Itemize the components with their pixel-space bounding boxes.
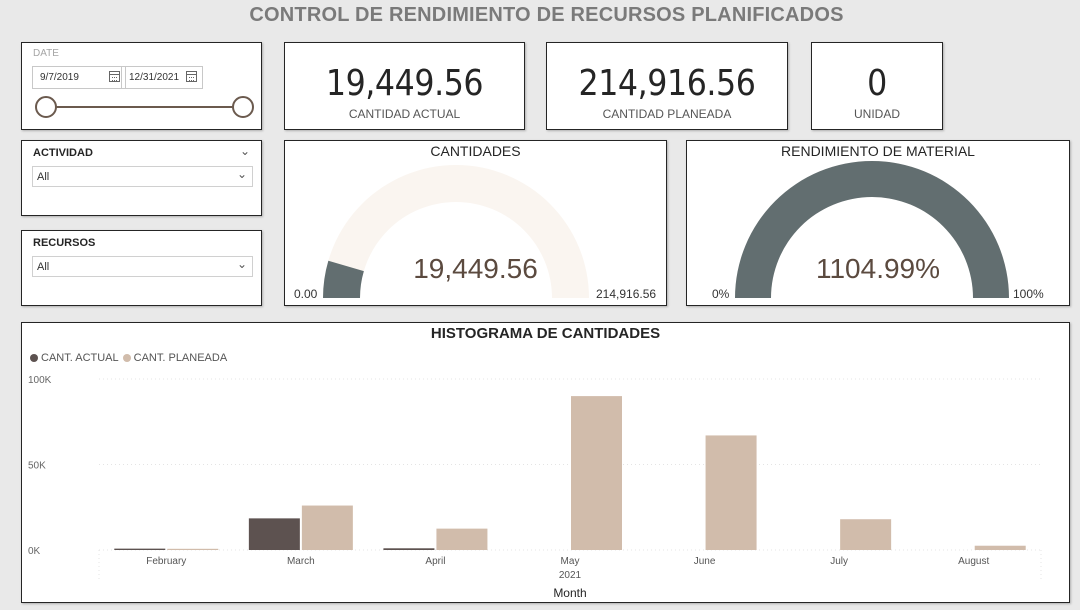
histogram-chart: 0K 50K 100K February March April May June July Au… bbox=[28, 375, 1042, 600]
date-range-end-handle[interactable] bbox=[232, 96, 254, 118]
gauge-fill bbox=[735, 160, 1009, 298]
gauge-fill bbox=[323, 260, 364, 298]
recursos-slicer: RECURSOS All ⌄ bbox=[21, 230, 262, 306]
legend-item-planeada[interactable]: CANT. PLANEADA bbox=[122, 352, 228, 364]
legend-dot-icon bbox=[30, 354, 38, 362]
bar-planeada[interactable] bbox=[840, 519, 892, 550]
kpi-label: UNIDAD bbox=[853, 107, 900, 121]
bar-actual[interactable] bbox=[383, 548, 435, 550]
y-tick-label: 50K bbox=[28, 461, 46, 472]
legend-item-actual[interactable]: CANT. ACTUAL bbox=[30, 352, 119, 364]
kpi-label: CANTIDAD PLANEADA bbox=[602, 107, 732, 121]
date-range-start-handle[interactable] bbox=[35, 96, 57, 118]
bar-planeada[interactable] bbox=[436, 528, 488, 550]
page-title: CONTROL DE RENDIMIENTO DE RECURSOS PLANI… bbox=[249, 4, 844, 26]
kpi-value: 0 bbox=[867, 63, 887, 104]
recursos-selected: All bbox=[37, 261, 50, 273]
gauge-value: 1104.99% bbox=[815, 253, 941, 284]
end-date-value: 12/31/2021 bbox=[129, 72, 180, 83]
actividad-dropdown[interactable]: All ⌄ bbox=[32, 166, 253, 187]
kpi-card-unidad: 0 UNIDAD bbox=[811, 42, 943, 130]
chevron-down-icon[interactable]: ⌄ bbox=[236, 167, 247, 181]
x-tick-label: July bbox=[830, 556, 848, 567]
end-date-input[interactable]: 12/31/2021 bbox=[121, 66, 203, 89]
gauge-min-label: 0.00 bbox=[294, 287, 318, 301]
kpi-value: 214,916.56 bbox=[578, 63, 756, 104]
gauge-card-cantidades: CANTIDADES 19,449.56 0.00 214,916.56 bbox=[284, 140, 667, 306]
bar-actual[interactable] bbox=[248, 518, 300, 550]
date-slicer-caption: DATE bbox=[33, 48, 59, 59]
legend-dot-icon bbox=[122, 354, 131, 362]
bar-actual[interactable] bbox=[114, 548, 166, 550]
gauge-track bbox=[323, 164, 589, 298]
actividad-selected: All bbox=[37, 171, 50, 183]
legend-label: CANT. ACTUAL bbox=[41, 352, 119, 364]
gauge-min-label: 0% bbox=[712, 287, 730, 301]
date-slicer: DATE 9/7/2019 12/31/2021 bbox=[21, 42, 262, 130]
kpi-value: 19,449.56 bbox=[325, 63, 484, 104]
calendar-icon[interactable] bbox=[109, 71, 120, 82]
date-range-track[interactable] bbox=[46, 106, 244, 108]
gauge-card-rendimiento: RENDIMIENTO DE MATERIAL 1104.99% 0% 100% bbox=[686, 140, 1070, 306]
x-tick-label: August bbox=[958, 556, 989, 567]
actividad-slicer-title: ACTIVIDAD bbox=[33, 147, 93, 159]
x-tick-label: February bbox=[146, 556, 186, 567]
gauge-rendimiento-chart bbox=[735, 160, 1009, 298]
bar-planeada[interactable] bbox=[705, 435, 757, 550]
recursos-dropdown[interactable]: All ⌄ bbox=[32, 256, 253, 277]
histogram-title: HISTOGRAMA DE CANTIDADES bbox=[430, 325, 661, 342]
chevron-down-icon[interactable]: ⌄ bbox=[236, 257, 247, 271]
chart-legend: CANT. ACTUAL CANT. PLANEADA bbox=[30, 352, 231, 364]
bar-planeada[interactable] bbox=[301, 505, 353, 550]
gauge-title: CANTIDADES bbox=[430, 143, 521, 159]
gauge-title: RENDIMIENTO DE MATERIAL bbox=[781, 143, 975, 159]
x-axis-title: Month bbox=[553, 586, 586, 600]
x-tick-label: March bbox=[287, 556, 315, 567]
x-tick-label: April bbox=[425, 556, 445, 567]
gauge-value: 19,449.56 bbox=[413, 253, 538, 284]
gauge-cantidades-chart bbox=[323, 164, 589, 298]
chevron-down-icon[interactable]: ⌄ bbox=[240, 144, 251, 158]
bar-planeada[interactable] bbox=[571, 396, 622, 550]
y-tick-label: 0K bbox=[28, 546, 41, 557]
x-tick-label: May bbox=[561, 556, 580, 567]
y-tick-label: 100K bbox=[28, 375, 52, 386]
bar-planeada[interactable] bbox=[974, 545, 1026, 550]
x-year-label: 2021 bbox=[559, 570, 582, 581]
calendar-icon[interactable] bbox=[186, 71, 197, 82]
bar-planeada[interactable] bbox=[167, 548, 219, 550]
kpi-label: CANTIDAD ACTUAL bbox=[348, 107, 461, 121]
gauge-max-label: 100% bbox=[1013, 287, 1044, 301]
kpi-card-cantidad-planeada: 214,916.56 CANTIDAD PLANEADA bbox=[546, 42, 788, 130]
x-tick-label: June bbox=[694, 556, 716, 567]
recursos-slicer-title: RECURSOS bbox=[33, 237, 96, 249]
start-date-value: 9/7/2019 bbox=[40, 72, 79, 83]
kpi-card-cantidad-actual: 19,449.56 CANTIDAD ACTUAL bbox=[284, 42, 525, 130]
gauge-max-label: 214,916.56 bbox=[596, 287, 657, 301]
legend-label: CANT. PLANEADA bbox=[133, 352, 228, 364]
histogram-card: 0K 50K 100K February March April May June July Au… bbox=[21, 322, 1070, 603]
start-date-input[interactable]: 9/7/2019 bbox=[32, 66, 126, 89]
actividad-slicer: ACTIVIDAD ⌄ All ⌄ bbox=[21, 140, 262, 216]
